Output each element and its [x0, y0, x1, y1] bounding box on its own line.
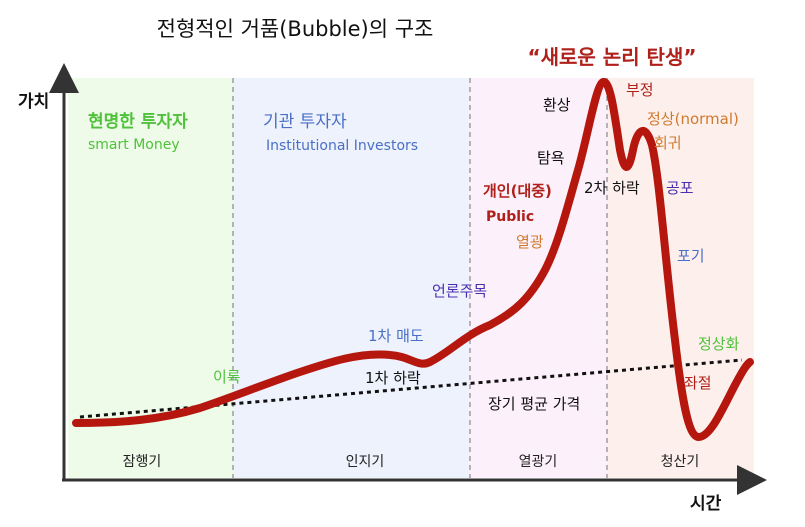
annotation-denial: 부정	[626, 81, 654, 99]
annotation-first-drop: 1차 하락	[365, 369, 421, 387]
public-ko: 개인(대중)	[483, 182, 552, 200]
annotation-fear: 공포	[666, 179, 694, 197]
stage-label: 열광기	[519, 454, 558, 470]
smart-money-ko: 현명한 투자자	[88, 112, 188, 132]
annotation-second-drop: 2차 하락	[584, 179, 640, 197]
annotation-return-normal: 정상(normal)	[647, 110, 739, 128]
stage-label: 청산기	[661, 454, 700, 470]
stage-label: 잠행기	[123, 454, 162, 470]
annotation-normalization: 정상화	[698, 335, 740, 353]
smart-money-en: smart Money	[88, 137, 180, 153]
annotation-profit: 이륙	[213, 368, 241, 386]
institutional-en: Institutional Investors	[266, 138, 418, 154]
long-term-mean-line	[79, 358, 743, 419]
annotation-delusion: 환상	[543, 96, 571, 114]
institutional-ko: 기관 투자자	[263, 112, 347, 132]
annotation-despair: 좌절	[684, 374, 712, 392]
bubble-curve	[72, 78, 754, 441]
annotation-long-term-mean: 장기 평균 가격	[488, 395, 580, 413]
stage-1-region	[68, 78, 233, 478]
annotation-first-sell: 1차 매도	[368, 327, 424, 345]
stage-label: 인지기	[346, 454, 385, 470]
annotation-capitulation: 포기	[677, 247, 705, 265]
annotation-return-normal-2: 회귀	[654, 134, 682, 152]
annotation-mania: 열광	[516, 233, 544, 251]
public-en: Public	[486, 209, 534, 225]
y-axis-label: 가치	[18, 92, 49, 112]
stage-2-region	[233, 78, 470, 478]
title: 전형적인 거품(Bubble)의 구조	[157, 17, 434, 41]
x-axis-label: 시간	[690, 494, 722, 514]
headline: “새로운 논리 탄생”	[527, 45, 696, 69]
annotation-media: 언론주목	[432, 282, 487, 300]
annotation-greed: 탐욕	[537, 149, 565, 167]
